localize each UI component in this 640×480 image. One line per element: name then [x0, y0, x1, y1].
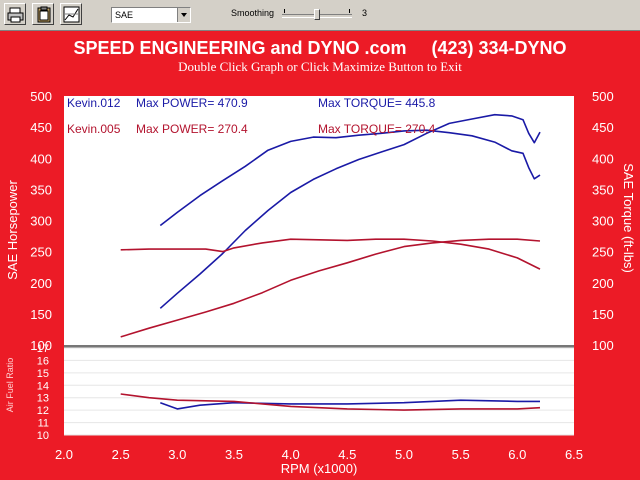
hp-tick-label: 450: [30, 120, 52, 135]
clipboard-icon: [37, 6, 51, 23]
graph-options-icon: [63, 6, 80, 23]
toolbar: SAE Smoothing 3: [0, 0, 640, 31]
torque-tick-label: 100: [592, 338, 614, 353]
rpm-tick-label: 4.0: [282, 447, 300, 462]
rpm-tick-label: 2.0: [55, 447, 73, 462]
afr-tick-label: 17: [37, 343, 49, 355]
afr-tick-label: 11: [38, 418, 49, 430]
torque-tick-label: 350: [592, 182, 614, 197]
afr-tick-label: 14: [37, 380, 49, 392]
afr-tick-label: 13: [37, 393, 49, 405]
afr-tick-label: 15: [37, 368, 49, 380]
torque-tick-label: 200: [592, 276, 614, 291]
afr-axis-label: Air Fuel Ratio: [5, 358, 15, 413]
afr-tick-label: 10: [37, 430, 49, 442]
rpm-tick-label: 5.5: [452, 447, 470, 462]
scale-select[interactable]: SAE: [111, 7, 191, 23]
rpm-tick-label: 3.5: [225, 447, 243, 462]
torque-tick-label: 250: [592, 245, 614, 260]
hp-tick-label: 400: [30, 151, 52, 166]
plot-area: [64, 96, 574, 435]
graph-options-button[interactable]: [60, 3, 82, 25]
smoothing-slider[interactable]: [282, 9, 352, 21]
y2-axis-label: SAE Torque (ft-lbs): [621, 163, 636, 273]
rpm-tick-label: 6.5: [565, 447, 583, 462]
torque-line-Kevin-012: [159, 129, 541, 227]
print-icon: [7, 7, 24, 23]
hp-tick-label: 250: [30, 245, 52, 260]
afr-line-Kevin-012: [160, 399, 540, 410]
print-button[interactable]: [4, 3, 26, 25]
rpm-tick-label: 2.5: [112, 447, 130, 462]
scale-select-value: SAE: [115, 10, 134, 20]
hp-tick-label: 100: [30, 338, 52, 353]
page-title: SPEED ENGINEERING and DYNO .com (423) 33…: [73, 38, 567, 58]
torque-tick-label: 500: [592, 89, 614, 104]
legend-max-torque: Max TORQUE= 445.8: [318, 96, 436, 110]
hp-tick-label: 150: [30, 307, 52, 322]
x-axis-label: RPM (x1000): [281, 461, 358, 476]
rpm-tick-label: 6.0: [508, 447, 526, 462]
y-axis-label: SAE Horsepower: [5, 179, 20, 279]
afr-line-Kevin-005: [120, 393, 541, 411]
slider-tick: [284, 9, 285, 13]
rpm-tick-label: 3.0: [168, 447, 186, 462]
legend-max-power: Max POWER= 270.4: [136, 122, 248, 136]
smoothing-label: Smoothing: [231, 8, 275, 18]
chevron-down-icon[interactable]: [177, 8, 190, 22]
torque-tick-label: 450: [592, 120, 614, 135]
legend-run-name: Kevin.012: [67, 96, 121, 110]
afr-tick-label: 12: [37, 405, 49, 417]
power-line-Kevin-005: [120, 238, 541, 338]
power-line-Kevin-012: [159, 113, 541, 309]
torque-tick-label: 400: [592, 151, 614, 166]
hp-tick-label: 500: [30, 89, 52, 104]
copy-clipboard-button[interactable]: [32, 3, 54, 25]
slider-tick: [349, 9, 350, 13]
hp-tick-label: 300: [30, 214, 52, 229]
afr-tick-label: 16: [37, 355, 49, 367]
rpm-tick-label: 4.5: [338, 447, 356, 462]
torque-line-Kevin-005: [120, 238, 541, 270]
smoothing-value: 3: [362, 8, 368, 18]
torque-tick-label: 300: [592, 214, 614, 229]
slider-thumb[interactable]: [314, 9, 320, 20]
legend-max-torque: Max TORQUE= 270.4: [318, 122, 436, 136]
rpm-tick-label: 5.0: [395, 447, 413, 462]
hp-tick-label: 200: [30, 276, 52, 291]
torque-tick-label: 150: [592, 307, 614, 322]
legend-run-name: Kevin.005: [67, 122, 121, 136]
page-subtitle: Double Click Graph or Click Maximize But…: [178, 59, 462, 74]
hp-tick-label: 350: [30, 182, 52, 197]
legend-max-power: Max POWER= 470.9: [136, 96, 248, 110]
